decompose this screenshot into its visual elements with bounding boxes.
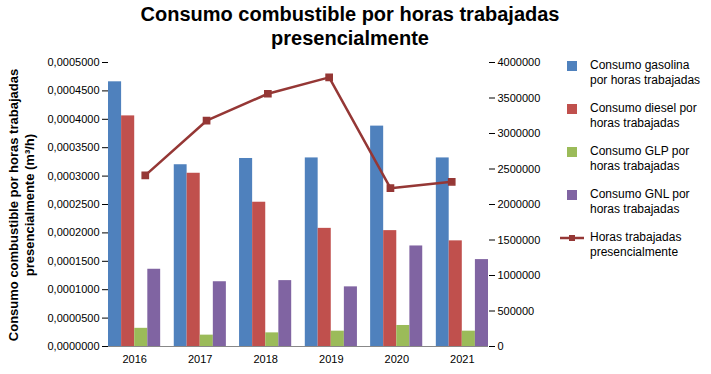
- html-text:Consumo combustible por horas: Consumo combustible por horas trabajadas…: [6, 68, 37, 342]
- svg-text:0,0000000: 0,0000000: [48, 340, 100, 352]
- svg-text:2016: 2016: [122, 353, 146, 365]
- html-text:Consumo GNL por horas trabajad: Consumo GNL por horas trabajadas: [590, 187, 690, 216]
- svg-text:0,0003500: 0,0003500: [48, 141, 100, 153]
- svg-text:0,0004500: 0,0004500: [48, 84, 100, 96]
- html-text:Consumo gasolina por horas tra: Consumo gasolina por horas trabajadas: [590, 58, 701, 87]
- svg-text:2019: 2019: [319, 353, 343, 365]
- svg-text:2000000: 2000000: [498, 198, 541, 210]
- svg-text:1000000: 1000000: [498, 269, 541, 281]
- html-text:Consumo GLP por horas trabajad: Consumo GLP por horas trabajadas: [590, 144, 690, 173]
- svg-text:2020: 2020: [385, 353, 409, 365]
- svg-text:3500000: 3500000: [498, 92, 541, 104]
- svg-text:500000: 500000: [498, 305, 535, 317]
- svg-text:1500000: 1500000: [498, 234, 541, 246]
- svg-text:0,0002500: 0,0002500: [48, 198, 100, 210]
- svg-text:4000000: 4000000: [498, 56, 541, 68]
- svg-text:0,0004000: 0,0004000: [48, 113, 100, 125]
- svg-text:3000000: 3000000: [498, 127, 541, 139]
- svg-text:2021: 2021: [450, 353, 474, 365]
- svg-text:2017: 2017: [188, 353, 212, 365]
- svg-text:2500000: 2500000: [498, 163, 541, 175]
- html-text:Consumo combustible por horas: Consumo combustible por horas trabajadas…: [140, 3, 560, 49]
- svg-text:0,0000500: 0,0000500: [48, 312, 100, 324]
- svg-text:2018: 2018: [253, 353, 277, 365]
- svg-text:0,0005000: 0,0005000: [48, 56, 100, 68]
- svg-text:0: 0: [498, 340, 504, 352]
- svg-text:0,0002000: 0,0002000: [48, 226, 100, 238]
- svg-text:0,0001500: 0,0001500: [48, 255, 100, 267]
- svg-text:0,0003000: 0,0003000: [48, 170, 100, 182]
- html-text:Horas trabajadas presencialmen: Horas trabajadas presencialmente: [590, 230, 682, 259]
- html-text:Consumo diesel por horas traba: Consumo diesel por horas trabajadas: [590, 101, 697, 130]
- svg-text:0,0001000: 0,0001000: [48, 283, 100, 295]
